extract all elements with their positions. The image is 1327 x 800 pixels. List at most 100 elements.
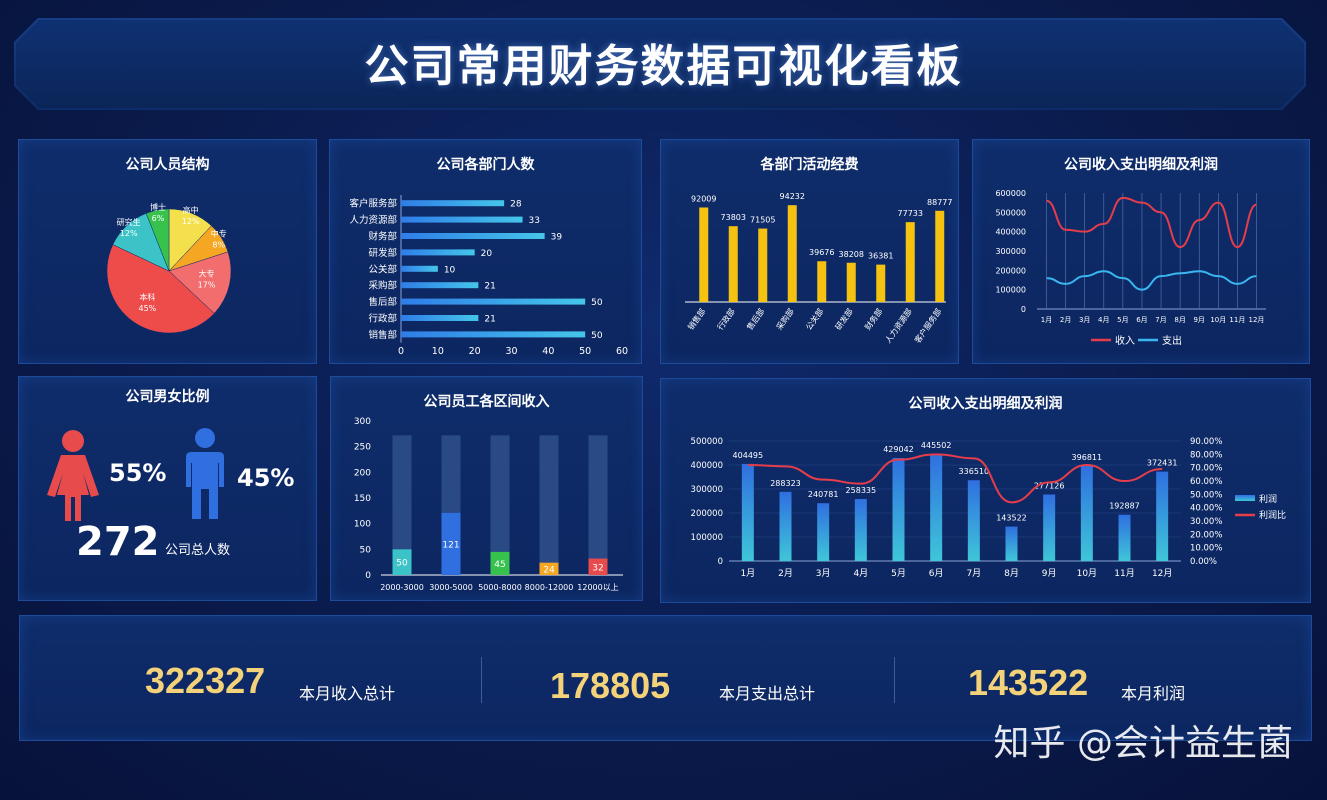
- bar: [401, 315, 479, 321]
- bar: [401, 249, 475, 256]
- category-label: 售后部: [368, 296, 397, 308]
- y-tick-label: 0: [718, 557, 723, 567]
- bar-value-label: 404495: [733, 451, 764, 460]
- bar-value-label: 28: [510, 200, 522, 210]
- pie-slice-label: 博士: [150, 202, 166, 212]
- category-label: 公关部: [368, 263, 397, 275]
- kpi-income-label: 本月收入总计: [299, 684, 396, 703]
- pie-slice: [145, 208, 170, 272]
- y-tick-label: 100000: [691, 533, 723, 543]
- bar: [967, 480, 980, 561]
- bar-background: [490, 435, 510, 575]
- x-tick-label: 1月: [1041, 316, 1052, 324]
- x-tick-label: 5月: [1117, 316, 1128, 324]
- x-tick-label: 3月: [1079, 316, 1090, 324]
- category-label: 财务部: [862, 306, 884, 331]
- category-label: 12000以上: [577, 583, 618, 592]
- category-label: 采购部: [368, 280, 397, 292]
- pie-slice: [106, 244, 215, 334]
- profit-combo-chart: 0 100000 200000 300000 400000 500000 0.00% 10.0…: [691, 437, 1286, 579]
- bar-value-label: 92009: [691, 194, 716, 203]
- kpi-divider-1: [481, 657, 482, 703]
- legend-label: 利润比: [1259, 509, 1286, 521]
- pie-slice-percent: 17%: [198, 280, 216, 289]
- bar-background: [392, 435, 412, 575]
- male-icon: [186, 428, 224, 519]
- category-label: 5000-8000: [478, 583, 522, 592]
- x-tick-label: 10月: [1077, 568, 1097, 579]
- bar-value-label: 445502: [921, 441, 952, 450]
- panel-dept-count: 公司各部门人数 客户服务部 28 人力资源部 33 财务部 39 研发部 20 公关部 10 采购部…: [329, 139, 642, 364]
- bar-value-label: 240781: [808, 490, 839, 499]
- y2-tick-label: 50.00%: [1190, 490, 1222, 500]
- dept-spend-chart: 92009 销售部 73803 行政部 71505 售后部 94232 采购部 39676 公关部…: [685, 192, 952, 345]
- y-tick-label: 200: [354, 468, 371, 478]
- x-tick-label: 8月: [1004, 568, 1019, 579]
- page-title: 公司常用财务数据可视化看板: [364, 41, 963, 92]
- bar-value-label: 277126: [1034, 481, 1065, 490]
- series-line: [1046, 270, 1257, 291]
- y-tick-label: 300: [354, 417, 371, 427]
- panel-title-income-expense-line: 公司收入支出明细及利润: [1064, 157, 1218, 173]
- y-tick-label: 600000: [995, 189, 1026, 198]
- pie-slice-percent: 12%: [182, 217, 200, 226]
- bar-value-label: 10: [444, 265, 456, 275]
- category-label: 3000-5000: [429, 583, 473, 592]
- bar: [401, 331, 586, 338]
- kpi-expense-value: 178805: [550, 665, 671, 706]
- bar-value-label: 24: [543, 565, 555, 575]
- y-tick-label: 0: [365, 571, 371, 581]
- panel-title-income-range: 公司员工各区间收入: [423, 394, 550, 410]
- x-tick-label: 50: [579, 346, 591, 357]
- y-tick-label: 300000: [691, 485, 723, 495]
- category-label: 研发部: [368, 247, 397, 259]
- y2-tick-label: 70.00%: [1190, 464, 1222, 474]
- bar: [787, 205, 797, 302]
- bar-value-label: 39676: [809, 248, 834, 257]
- series-line: [747, 453, 1163, 504]
- bar-value-label: 143522: [996, 514, 1027, 523]
- panel-profit-combo: 公司收入支出明细及利润 0 100000 200000 300000 400000 500…: [660, 378, 1311, 603]
- y2-tick-label: 20.00%: [1190, 530, 1222, 540]
- legend-label: 收入: [1115, 334, 1135, 347]
- bar-value-label: 39: [551, 233, 563, 243]
- male-percentage: 45%: [237, 464, 295, 492]
- y-tick-label: 150: [354, 494, 371, 504]
- bar-value-label: 429042: [883, 445, 914, 454]
- y2-tick-label: 10.00%: [1190, 544, 1222, 554]
- kpi-divider-2: [894, 657, 895, 703]
- bar: [588, 558, 608, 575]
- category-label: 人力资源部: [349, 214, 397, 226]
- bar-value-label: 21: [484, 315, 495, 325]
- x-tick-label: 6月: [1136, 316, 1147, 324]
- y-tick-label: 100000: [995, 286, 1026, 295]
- bar: [401, 298, 586, 305]
- bar: [1080, 465, 1093, 561]
- bar-value-label: 288323: [770, 479, 801, 488]
- y2-tick-label: 40.00%: [1190, 504, 1222, 514]
- y-tick-label: 400000: [995, 228, 1026, 237]
- bar-value-label: 45: [494, 560, 505, 570]
- bar: [817, 503, 830, 561]
- pie-slice-percent: 45%: [139, 304, 157, 313]
- x-tick-label: 1月: [740, 568, 755, 579]
- x-tick-label: 10月: [1210, 316, 1226, 324]
- y2-tick-label: 30.00%: [1190, 517, 1222, 527]
- x-tick-label: 11月: [1229, 316, 1245, 324]
- bar: [854, 498, 867, 561]
- category-label: 客户服务部: [349, 198, 397, 210]
- bar: [892, 458, 905, 561]
- category-label: 研发部: [833, 306, 855, 331]
- bar-value-label: 336510: [959, 467, 990, 476]
- series-line: [1046, 196, 1257, 249]
- y-tick-label: 500000: [995, 208, 1026, 217]
- x-tick-label: 5月: [891, 568, 906, 579]
- x-tick-label: 12月: [1152, 568, 1172, 579]
- y2-tick-label: 60.00%: [1190, 477, 1222, 487]
- x-tick-label: 2月: [778, 568, 793, 579]
- panel-income-range: 公司员工各区间收入 0 50 100 150 200 250 300 50 2000-3000 1…: [330, 376, 643, 601]
- category-label: 采购部: [774, 306, 796, 331]
- female-icon: [47, 430, 99, 521]
- pie-slice-label: 大专: [199, 268, 215, 278]
- pie-slice-label: 高中: [183, 205, 199, 215]
